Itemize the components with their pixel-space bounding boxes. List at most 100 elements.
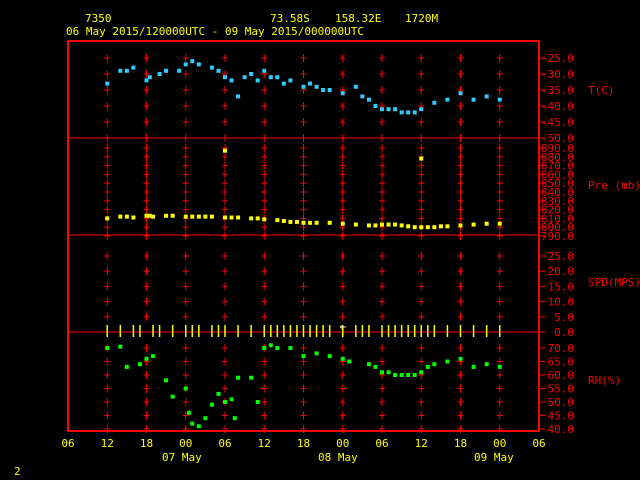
humidity-point	[497, 364, 502, 369]
pressure-point	[366, 223, 371, 228]
humidity-point	[386, 370, 391, 375]
x-tick-label: 12	[415, 437, 428, 450]
temperature-point	[275, 75, 280, 80]
temperature-point	[157, 72, 162, 76]
pressure-ytick-label: 790.0	[541, 230, 574, 243]
temperature-point	[177, 68, 182, 73]
temperature-ytick-label: -30.0	[541, 68, 574, 81]
pressure-point	[105, 216, 110, 221]
humidity-point	[105, 346, 110, 350]
temperature-point	[118, 68, 123, 73]
humidity-point	[275, 346, 280, 350]
y-ticks: -25.0 -30.0 -35.0 -40.0 -45.0 -50.0890.0880.0…	[539, 52, 574, 436]
humidity-point	[236, 375, 241, 380]
temperature-ytick-label: -35.0	[541, 84, 574, 97]
humidity-point	[151, 354, 156, 359]
humidity-point	[216, 391, 221, 396]
pressure-point	[497, 221, 502, 226]
pressure-point	[380, 222, 384, 227]
pressure-outlier-point	[419, 156, 424, 161]
wind-ytick-label: 10.0	[548, 296, 575, 309]
ylabel-humidity: RH(%)	[588, 374, 621, 387]
pressure-point	[432, 225, 437, 230]
pressure-point	[209, 214, 214, 219]
temperature-ytick-label: -25.0	[541, 52, 574, 65]
temperature-point	[301, 84, 306, 89]
temperature-point	[314, 84, 319, 89]
humidity-point	[183, 386, 188, 391]
humidity-point	[196, 424, 201, 429]
pressure-point	[373, 223, 378, 228]
pressure-point	[249, 216, 254, 221]
pressure-point	[147, 213, 152, 218]
x-tick-label: 12	[258, 437, 271, 450]
longitude: 158.32E	[335, 12, 381, 25]
humidity-ytick-label: 55.0	[548, 383, 575, 396]
latitude: 73.58S	[270, 12, 310, 25]
temperature-ytick-label: -50.0	[541, 132, 574, 145]
ylabel-wind: SPD(MPS)	[588, 276, 640, 289]
humidity-ytick-label: 50.0	[548, 396, 575, 409]
x-tick-label: 06	[375, 437, 388, 450]
pressure-ytick-label: 850.0	[541, 177, 574, 190]
pressure-outlier-point	[223, 148, 227, 153]
pressure-point	[438, 224, 443, 229]
temperature-point	[340, 91, 345, 96]
humidity-ytick-label: 60.0	[548, 369, 575, 382]
pressure-point	[308, 220, 313, 225]
temperature-point	[190, 59, 195, 64]
temperature-point	[458, 91, 463, 96]
temperature-point	[380, 107, 384, 112]
pressure-point	[445, 224, 450, 229]
humidity-ytick-label: 70.0	[548, 342, 575, 355]
humidity-ytick-label: 65.0	[548, 356, 575, 369]
humidity-point	[118, 344, 123, 349]
humidity-point	[144, 356, 149, 361]
humidity-point	[249, 375, 254, 380]
pressure-ytick-label: 870.0	[541, 160, 574, 173]
humidity-point	[406, 373, 411, 377]
humidity-point	[203, 416, 208, 421]
pressure-point	[124, 214, 129, 219]
pressure-point	[223, 215, 227, 220]
pressure-ytick-label: 840.0	[541, 186, 574, 199]
pressure-point	[262, 217, 267, 222]
humidity-point	[301, 354, 306, 359]
temperature-point	[445, 97, 450, 102]
pressure-point	[399, 223, 404, 228]
pressure-ytick-label: 890.0	[541, 142, 574, 155]
humidity-point	[223, 400, 227, 404]
x-tick-label: 18	[140, 437, 153, 450]
pressure-point	[196, 214, 201, 219]
temperature-point	[366, 97, 371, 102]
humidity-point	[412, 373, 417, 377]
x-tick-label: 18	[454, 437, 467, 450]
wind-arrow-annotation: ←	[339, 320, 346, 333]
pressure-ytick-label: 810.0	[541, 212, 574, 225]
temperature-point	[183, 62, 188, 67]
humidity-point	[288, 346, 293, 350]
temperature-point	[471, 97, 476, 102]
pressure-ytick-label: 830.0	[541, 195, 574, 208]
pressure-point	[229, 215, 234, 220]
pressure-point	[406, 224, 411, 229]
humidity-point	[471, 364, 476, 369]
ylabel-pressure: Pre (mb)	[588, 179, 640, 192]
temperature-point	[262, 68, 267, 73]
pressure-point	[131, 215, 136, 220]
pressure-point	[190, 214, 195, 219]
temperature-point	[484, 94, 489, 99]
temperature-point	[308, 81, 313, 86]
x-tick-labels: 06 12 18 00 06 12 18 00 06 12 18 00 06	[61, 437, 545, 450]
pressure-point	[340, 221, 345, 226]
x-tick-label: 06	[532, 437, 545, 450]
temperature-point	[497, 97, 502, 102]
temperature-point	[209, 65, 214, 70]
humidity-point	[432, 362, 437, 367]
elevation: 1720M	[405, 12, 438, 25]
temperature-point	[124, 68, 129, 73]
temperature-point	[147, 75, 152, 80]
wind-ytick-label: 25.0	[548, 250, 575, 263]
pressure-point	[314, 220, 319, 225]
pressure-point	[183, 214, 188, 219]
